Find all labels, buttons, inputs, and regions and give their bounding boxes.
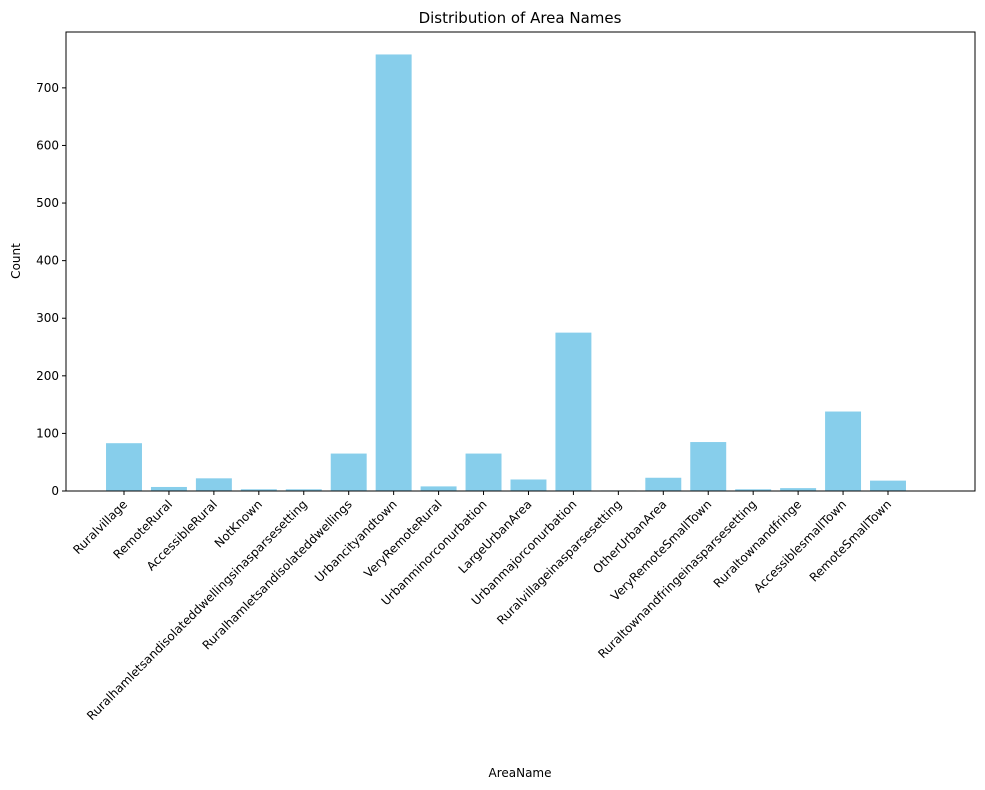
x-axis-label: AreaName	[488, 766, 551, 780]
bar	[510, 479, 547, 491]
x-tick-label: Ruralhamletsandisolateddwellingsinaspars…	[84, 497, 310, 723]
y-tick-label: 100	[36, 426, 59, 440]
chart-title: Distribution of Area Names	[419, 9, 622, 27]
bar	[645, 477, 682, 491]
bar	[375, 54, 412, 491]
x-tick-label: Ruraltownandfringeinasparsesetting	[595, 497, 759, 661]
bar	[465, 453, 502, 491]
bar	[195, 478, 232, 491]
bar	[735, 489, 772, 491]
x-tick-label: Urbancityandtown	[312, 497, 400, 585]
y-tick-label: 200	[36, 369, 59, 383]
bar	[240, 489, 277, 491]
bar	[420, 486, 457, 491]
y-tick-label: 300	[36, 311, 59, 325]
bar	[690, 442, 727, 491]
bar	[780, 488, 817, 491]
y-tick-label: 600	[36, 138, 59, 152]
x-tick-label: Ruraltownandfringe	[711, 497, 804, 590]
y-tick-label: 500	[36, 196, 59, 210]
plot-frame	[65, 31, 976, 492]
y-tick-label: 400	[36, 254, 59, 268]
bar	[825, 411, 862, 491]
bar	[870, 480, 906, 491]
bar	[150, 486, 187, 491]
y-axis-label: Count	[9, 243, 23, 279]
y-tick-label: 0	[51, 484, 59, 498]
x-tick-label: VeryRemoteRural	[361, 497, 444, 580]
y-tick-label: 700	[36, 81, 59, 95]
x-tick-label: RemoteSmallTown	[807, 497, 894, 584]
bar	[285, 489, 322, 491]
bar	[106, 443, 142, 491]
bar	[330, 453, 367, 491]
bar	[555, 332, 592, 491]
